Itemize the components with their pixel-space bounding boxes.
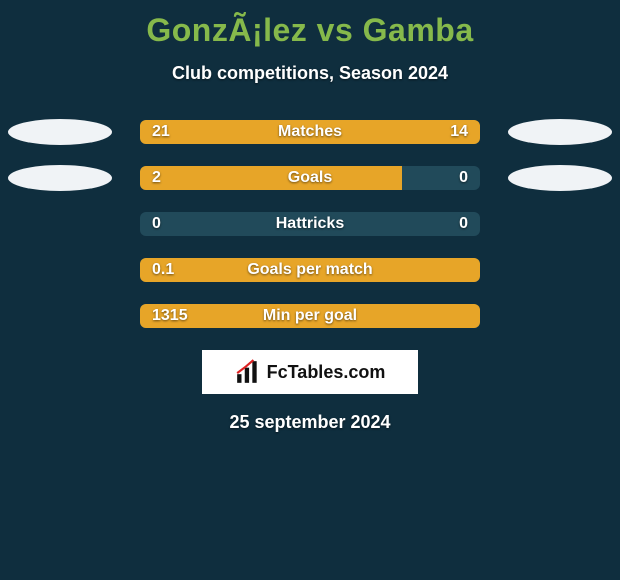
player-avatar-left <box>8 165 112 191</box>
source-logo-text: FcTables.com <box>267 362 386 383</box>
stat-row: 00Hattricks <box>0 212 620 236</box>
stat-label: Goals per match <box>140 258 480 282</box>
stat-rows: 2114Matches 20Goals 00Hattricks 0.1Goals pe… <box>0 120 620 328</box>
stat-label: Matches <box>140 120 480 144</box>
stat-label: Goals <box>140 166 480 190</box>
stat-bar-track: 2114Matches <box>140 120 480 144</box>
subtitle: Club competitions, Season 2024 <box>0 63 620 84</box>
player-avatar-right <box>508 119 612 145</box>
stat-row: 20Goals <box>0 166 620 190</box>
date-caption: 25 september 2024 <box>0 412 620 433</box>
stat-row: 1315Min per goal <box>0 304 620 328</box>
stat-bar-track: 1315Min per goal <box>140 304 480 328</box>
stat-label: Min per goal <box>140 304 480 328</box>
player-avatar-right <box>508 165 612 191</box>
page-title: GonzÃ¡lez vs Gamba <box>0 0 620 49</box>
comparison-canvas: GonzÃ¡lez vs Gamba Club competitions, Se… <box>0 0 620 580</box>
stat-bar-track: 20Goals <box>140 166 480 190</box>
stat-row: 0.1Goals per match <box>0 258 620 282</box>
stat-bar-track: 00Hattricks <box>140 212 480 236</box>
bar-chart-icon <box>235 359 261 385</box>
stat-bar-track: 0.1Goals per match <box>140 258 480 282</box>
stat-row: 2114Matches <box>0 120 620 144</box>
stat-label: Hattricks <box>140 212 480 236</box>
player-avatar-left <box>8 119 112 145</box>
source-logo: FcTables.com <box>202 350 418 394</box>
